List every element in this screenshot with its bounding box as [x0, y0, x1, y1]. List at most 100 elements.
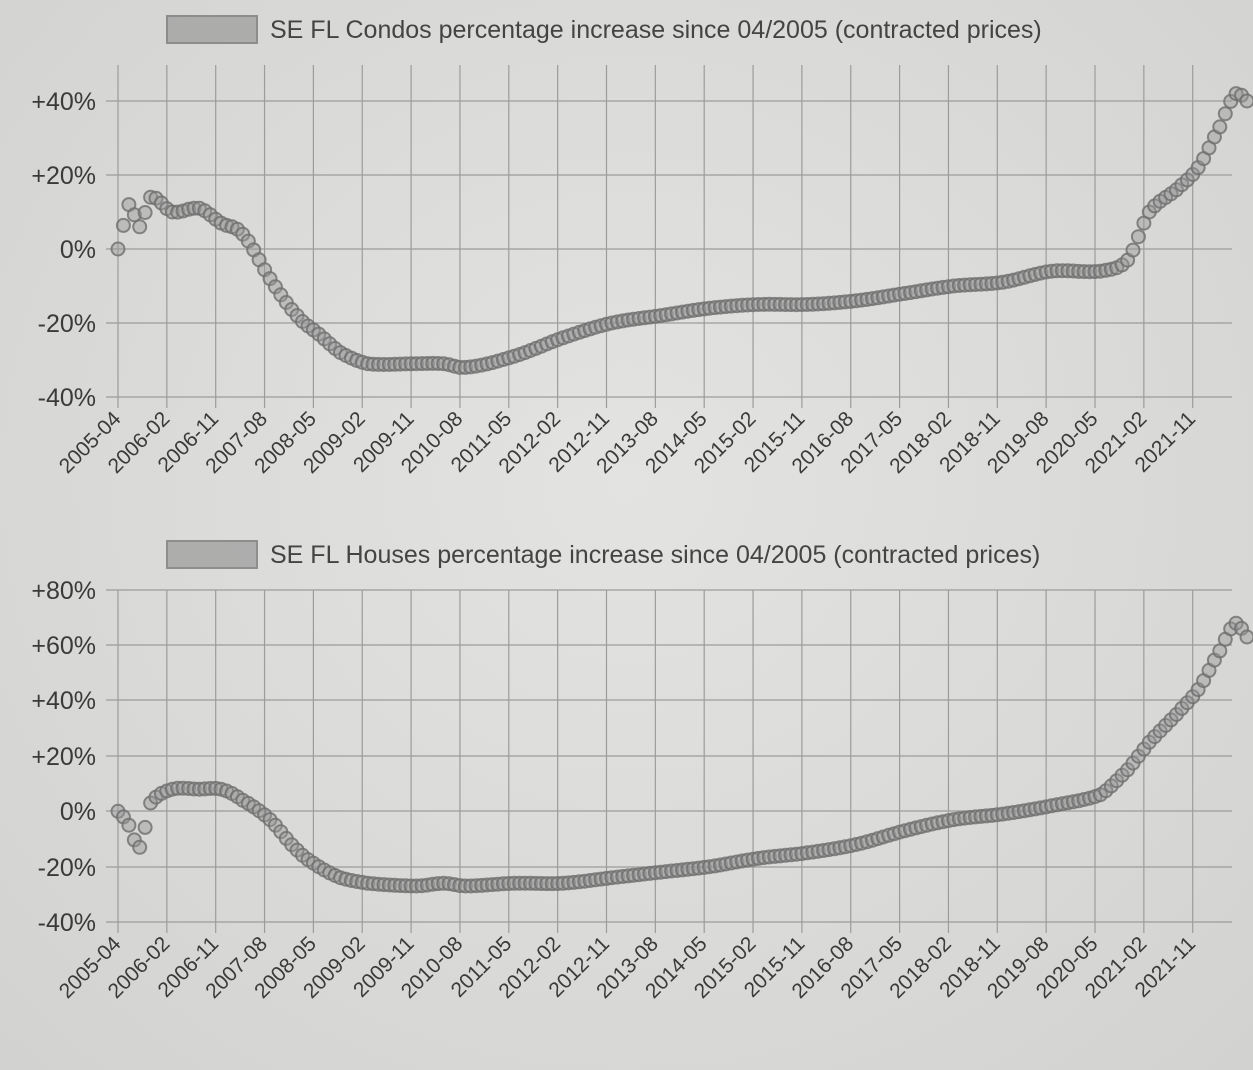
data-point: [647, 308, 663, 324]
data-point: [816, 843, 832, 858]
data-point: [691, 860, 707, 876]
data-point: [669, 863, 685, 878]
y-tick-label: +40%: [31, 687, 96, 715]
data-point: [1130, 229, 1146, 245]
data-point: [121, 817, 137, 833]
legend-swatch: [166, 540, 258, 569]
data-point: [924, 281, 940, 297]
data-point: [609, 314, 625, 330]
data-point: [794, 846, 810, 862]
data-point: [658, 307, 674, 323]
y-tick-label: +60%: [31, 632, 96, 660]
data-point: [941, 813, 956, 829]
data-point: [387, 356, 403, 372]
data-point: [772, 296, 788, 312]
data-point: [1049, 797, 1065, 813]
y-tick-label: +40%: [31, 88, 96, 116]
data-point: [713, 857, 728, 873]
data-point: [789, 297, 804, 313]
data-point: [870, 290, 886, 306]
data-point: [680, 303, 696, 319]
data-point: [756, 296, 772, 312]
data-point: [419, 877, 435, 893]
data-point: [989, 807, 1005, 823]
data-point: [734, 297, 750, 313]
data-point: [539, 876, 555, 892]
data-point: [1000, 805, 1016, 821]
data-point: [485, 877, 500, 893]
data-point: [658, 864, 674, 880]
data-point: [1027, 801, 1043, 817]
data-point: [132, 839, 148, 855]
data-point: [425, 876, 441, 892]
data-point: [968, 809, 984, 825]
data-point: [973, 276, 989, 292]
data-point: [696, 301, 712, 317]
data-point: [903, 285, 918, 301]
data-point: [1212, 643, 1228, 659]
legend-swatch: [166, 15, 258, 44]
data-point: [1065, 794, 1081, 810]
data-point: [381, 877, 397, 893]
houses-chart: SE FL Houses percentage increase since 0…: [31, 540, 1253, 1003]
data-point: [599, 870, 614, 886]
data-point: [403, 878, 419, 894]
data-point: [620, 312, 636, 328]
data-point: [848, 293, 864, 309]
data-point: [137, 819, 153, 835]
data-point: [414, 356, 430, 372]
data-point: [984, 807, 1000, 823]
data-point: [637, 310, 652, 326]
data-point: [561, 875, 576, 891]
data-point: [647, 865, 663, 881]
data-point: [962, 277, 978, 293]
data-point: [713, 299, 728, 315]
data-point: [479, 877, 495, 893]
data-point: [441, 876, 457, 892]
data-point: [376, 357, 392, 372]
data-point: [756, 850, 772, 866]
data-point: [930, 280, 946, 296]
data-point: [398, 878, 414, 894]
data-point: [164, 781, 180, 797]
data-point: [810, 296, 826, 312]
y-tick-label: 0%: [60, 236, 96, 264]
data-point: [343, 873, 359, 888]
data-point: [1125, 242, 1141, 258]
data-point: [745, 297, 761, 313]
y-tick-label: +80%: [31, 577, 96, 605]
data-point: [137, 205, 153, 220]
data-point: [447, 877, 462, 893]
data-point: [691, 302, 707, 318]
data-point: [810, 843, 826, 859]
data-point: [533, 876, 549, 891]
data-point: [751, 297, 766, 312]
data-point: [751, 850, 766, 866]
data-point: [984, 276, 1000, 291]
data-point: [615, 313, 631, 329]
data-point: [789, 846, 804, 862]
data-point: [517, 875, 533, 891]
data-point: [1239, 629, 1253, 645]
y-tick-label: -20%: [38, 310, 96, 338]
data-point: [832, 840, 848, 856]
data-point: [1038, 264, 1054, 280]
data-point: [637, 866, 652, 882]
data-point: [653, 864, 669, 880]
data-point: [523, 875, 538, 891]
data-point: [436, 875, 452, 891]
y-tick-label: +20%: [31, 162, 96, 190]
data-point: [767, 296, 783, 312]
data-point: [115, 217, 131, 233]
data-point: [767, 848, 783, 864]
data-point: [403, 356, 419, 372]
data-point: [1022, 802, 1038, 818]
data-point: [381, 357, 397, 372]
data-point: [653, 308, 669, 324]
data-point: [707, 858, 723, 874]
data-point: [191, 781, 207, 797]
data-point: [425, 355, 441, 371]
data-point: [582, 873, 598, 888]
data-point: [729, 854, 745, 870]
